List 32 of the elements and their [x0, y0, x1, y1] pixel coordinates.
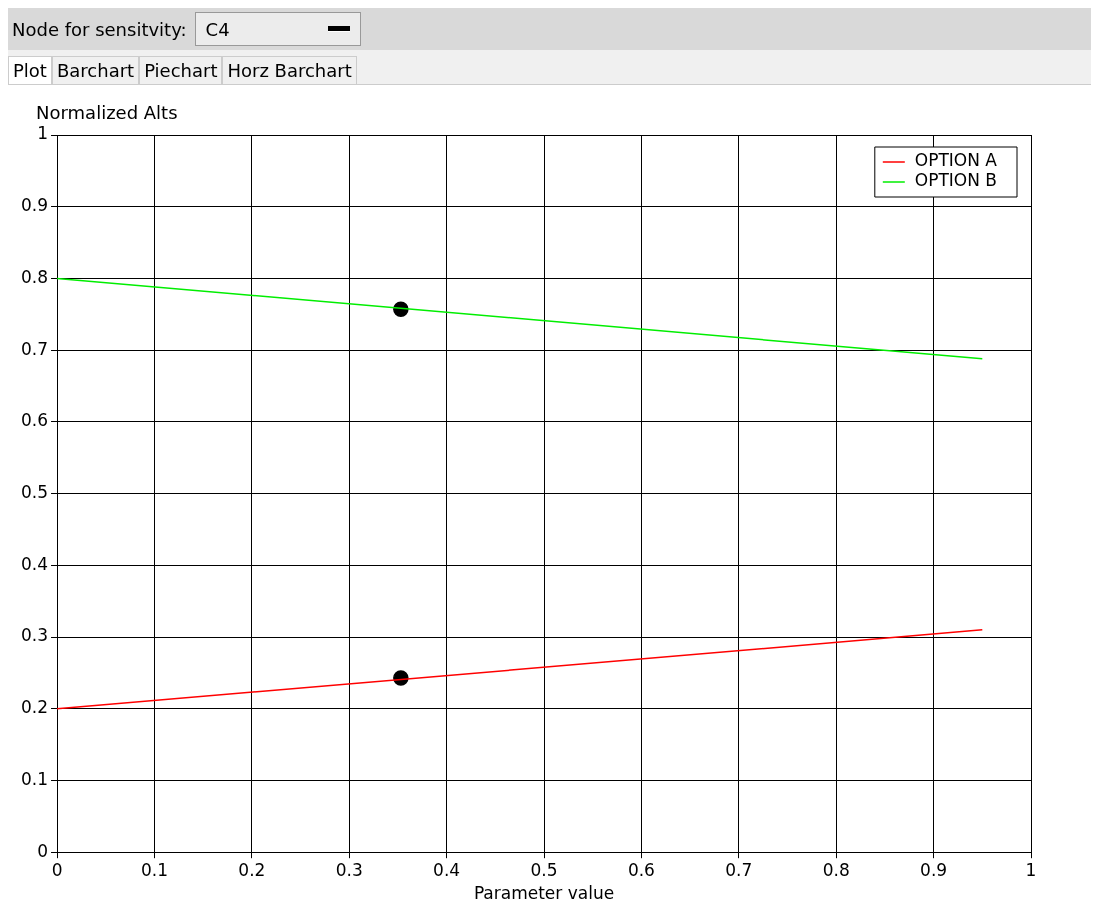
- y-tick-label: 0.8: [20, 266, 49, 287]
- x-tick-label: 0.1: [140, 859, 168, 880]
- x-tick-label: 0.4: [433, 859, 461, 880]
- x-tick-label: 0.5: [530, 859, 558, 880]
- x-axis-title: Parameter value: [473, 883, 615, 904]
- x-tick-label: 0: [51, 859, 63, 880]
- legend-label: OPTION A: [914, 150, 998, 171]
- y-tick-label: 0: [37, 840, 49, 861]
- text: Node for sensitvity:: [12, 18, 187, 40]
- x-tick-label: 0.9: [920, 859, 948, 880]
- text: Horz Barchart: [222, 56, 357, 84]
- y-tick-label: 0.1: [20, 768, 49, 789]
- text: Barchart: [51, 56, 140, 84]
- text: Piechart: [139, 56, 223, 84]
- x-tick-label: 1: [1025, 859, 1037, 880]
- y-axis-title: Normalized Alts: [36, 101, 178, 123]
- x-tick-label: 0.7: [725, 859, 753, 880]
- x-tick-label: 0.2: [238, 859, 266, 880]
- x-tick-label: 0.3: [335, 859, 363, 880]
- y-tick-label: 0.4: [20, 553, 49, 574]
- y-tick-label: 0.9: [20, 195, 49, 216]
- y-tick-label: 0.6: [20, 410, 49, 431]
- y-tick-label: 0.5: [20, 482, 49, 503]
- y-tick-label: 0.3: [20, 625, 49, 646]
- x-tick-label: 0.8: [822, 859, 850, 880]
- y-tick-label: 0.7: [20, 338, 49, 359]
- x-tick-label: 0.6: [627, 859, 655, 880]
- text: C4: [205, 18, 230, 40]
- y-tick-label: 0.2: [20, 697, 49, 718]
- text: Plot: [8, 56, 52, 84]
- y-tick-label: 1: [37, 123, 49, 144]
- legend-label: OPTION B: [914, 170, 998, 191]
